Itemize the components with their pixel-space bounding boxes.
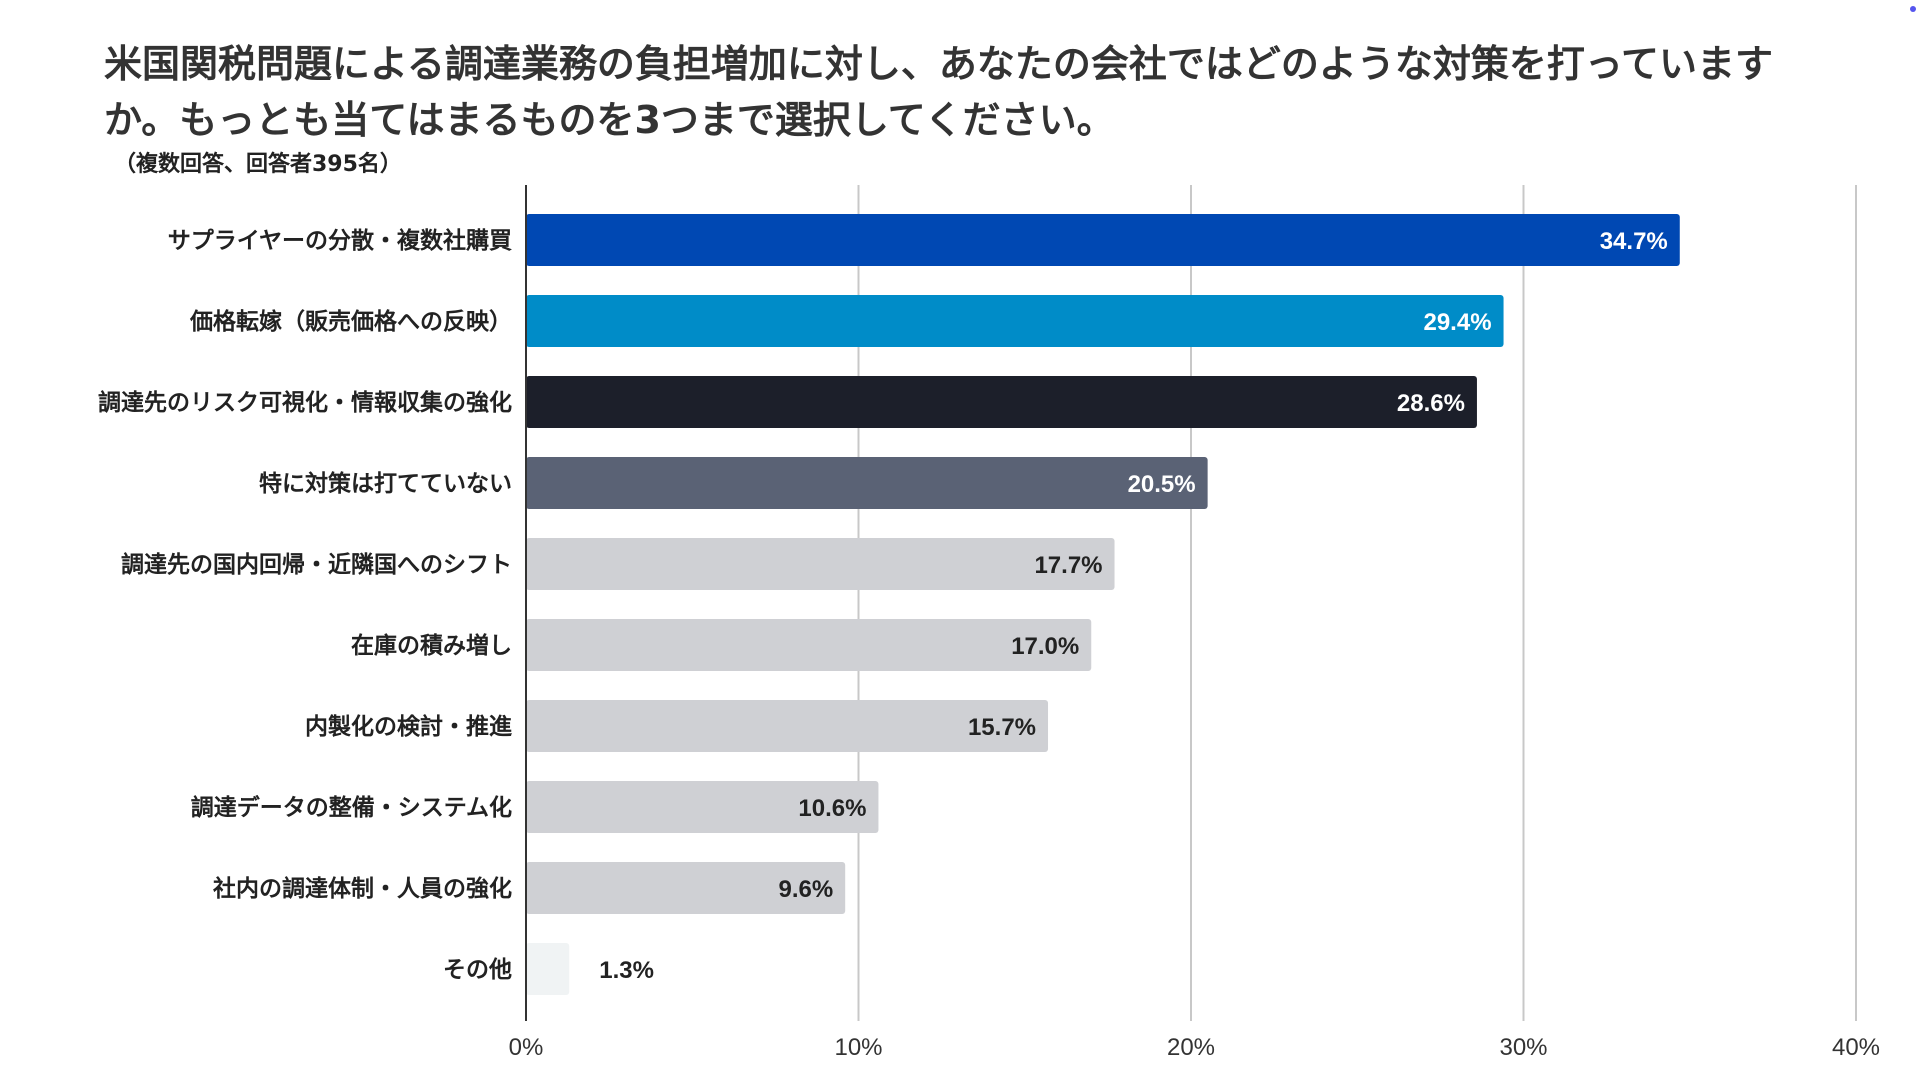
bar <box>526 376 1477 428</box>
category-label: サプライヤーの分散・複数社購買 <box>168 227 512 254</box>
value-label: 17.0% <box>1011 633 1079 660</box>
category-label: 在庫の積み増し <box>351 632 512 659</box>
category-label: 特に対策は打てていない <box>259 470 512 497</box>
bar <box>526 214 1680 266</box>
bar <box>526 295 1504 347</box>
bar <box>526 619 1092 671</box>
category-label: 内製化の検討・推進 <box>305 713 512 740</box>
chart-title: 米国関税問題による調達業務の負担増加に対し、あなたの会社ではどのような対策を打っ… <box>104 42 1773 142</box>
x-tick-label: 10% <box>834 1034 882 1061</box>
value-label: 10.6% <box>798 795 866 822</box>
value-label: 29.4% <box>1423 309 1491 336</box>
bar <box>526 538 1115 590</box>
value-label: 34.7% <box>1600 228 1668 255</box>
bar <box>526 700 1049 752</box>
x-tick-label: 20% <box>1167 1034 1215 1061</box>
category-label: 調達先の国内回帰・近隣国へのシフト <box>121 551 512 578</box>
value-label: 17.7% <box>1034 552 1102 579</box>
bar <box>526 862 846 914</box>
bars: 34.7% 29.4% 28.6% 20.5% 17.7% 17.0% 15.7% 10.6%… <box>526 214 1680 995</box>
bar <box>526 781 879 833</box>
x-tick-label: 40% <box>1832 1034 1880 1061</box>
bar <box>526 943 570 995</box>
category-label: 調達先のリスク可視化・情報収集の強化 <box>98 389 512 416</box>
gridlines <box>857 185 1857 1021</box>
value-label: 20.5% <box>1128 471 1196 498</box>
category-label: その他 <box>443 957 512 983</box>
x-tick-label: 0% <box>509 1034 544 1061</box>
bar <box>526 457 1208 509</box>
x-axis-ticks: 0% 10% 20% 30% 40% <box>509 1034 1880 1061</box>
value-label: 1.3% <box>599 957 654 984</box>
value-label: 15.7% <box>968 714 1036 741</box>
category-label: 価格転嫁（販売価格への反映） <box>189 308 512 335</box>
indicator-dot-icon <box>1910 6 1916 12</box>
x-tick-label: 30% <box>1499 1034 1547 1061</box>
category-label: 社内の調達体制・人員の強化 <box>213 875 512 902</box>
value-label: 28.6% <box>1397 390 1465 417</box>
value-label: 9.6% <box>778 876 833 903</box>
category-label: 調達データの整備・システム化 <box>191 794 512 821</box>
chart-subtitle: （複数回答、回答者395名） <box>114 152 402 177</box>
